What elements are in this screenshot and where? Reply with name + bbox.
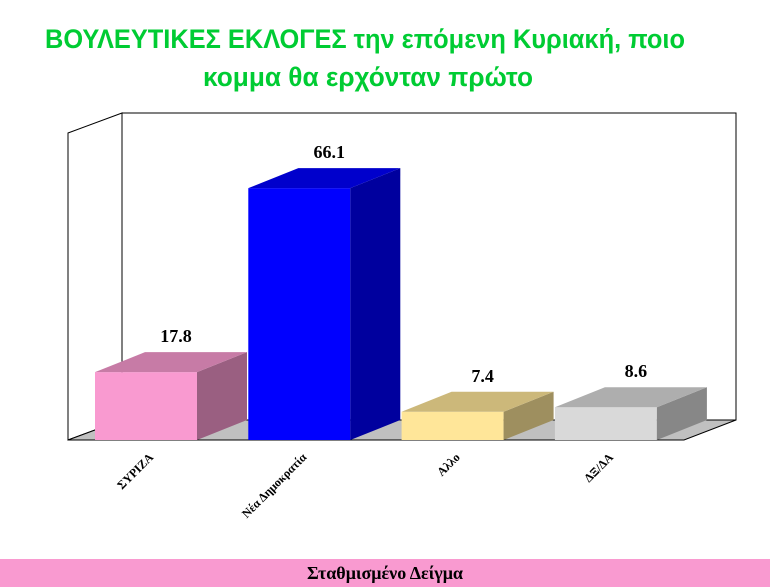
x-tick-label: ΣΥΡΙΖΑ	[114, 450, 156, 492]
footer-band	[0, 559, 770, 587]
x-tick-label: Αλλο	[434, 450, 463, 479]
bar-top	[95, 352, 247, 373]
bar-front	[248, 188, 351, 440]
bar	[554, 387, 707, 440]
bar-side	[656, 387, 707, 440]
bar-top	[401, 391, 554, 412]
bar	[95, 352, 247, 440]
bar-front	[401, 411, 504, 440]
bar-top	[554, 387, 707, 408]
x-tick-label: Νέα Δημοκρατία	[239, 450, 310, 521]
bar-side	[197, 352, 247, 440]
value-label: 7.4	[471, 366, 494, 386]
bar-front	[554, 407, 657, 440]
bar	[248, 168, 401, 440]
chart-title: ΒΟΥΛΕΥΤΙΚΕΣ ΕΚΛΟΓΕΣ την επόμενη Κυριακή,…	[45, 24, 685, 54]
bar-front	[95, 372, 197, 440]
bar-side	[350, 168, 401, 440]
bar	[401, 391, 554, 440]
x-tick-label: ΔΞ/ΔΑ	[581, 450, 616, 485]
chart-title: κομμα θα ερχόνταν πρώτο	[203, 62, 533, 92]
value-label: 66.1	[314, 142, 346, 162]
bar-side	[503, 391, 554, 440]
bar-top	[248, 168, 401, 189]
value-label: 17.8	[160, 326, 192, 346]
value-label: 8.6	[625, 361, 648, 381]
footer-text: Σταθμισμένο Δείγμα	[307, 563, 463, 583]
